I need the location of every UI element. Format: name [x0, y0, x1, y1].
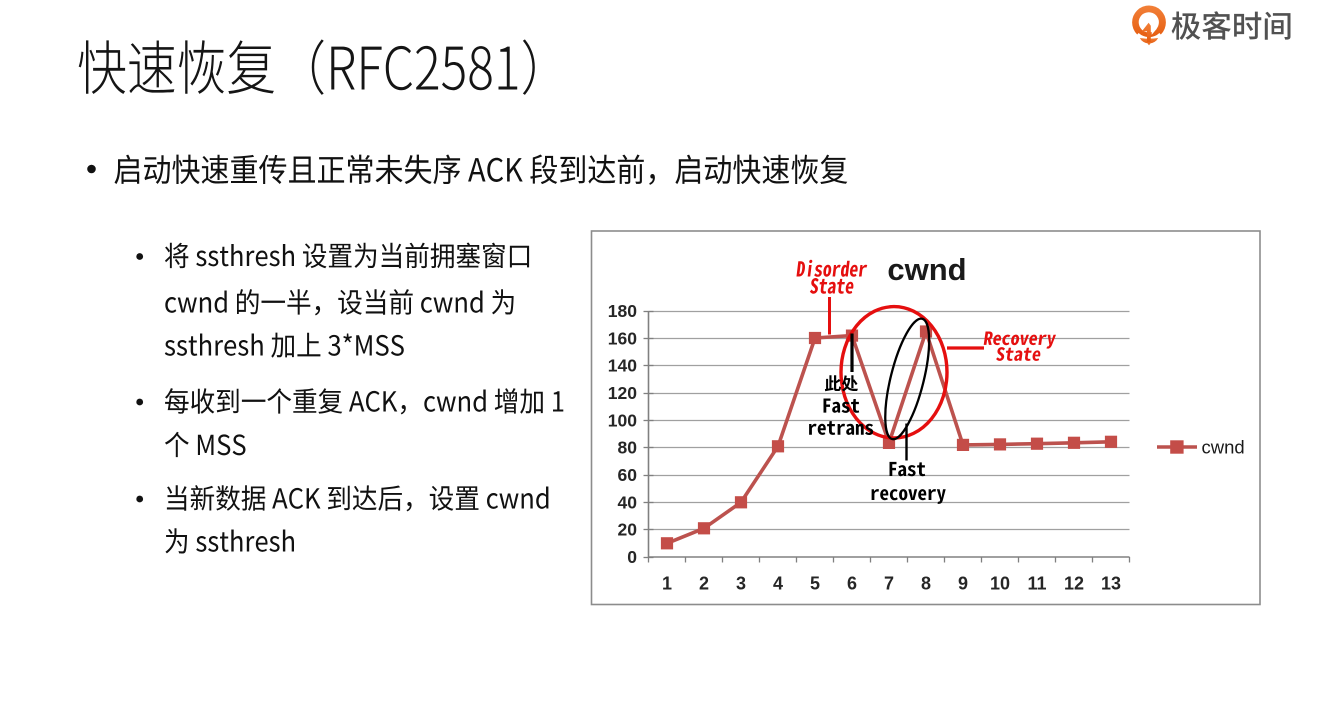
svg-text:12: 12 [1064, 574, 1084, 594]
svg-text:11: 11 [1027, 574, 1046, 594]
svg-text:80: 80 [618, 438, 638, 458]
svg-text:13: 13 [1101, 574, 1121, 594]
svg-text:4: 4 [773, 574, 783, 594]
svg-text:9: 9 [958, 574, 968, 594]
svg-text:160: 160 [608, 328, 637, 348]
svg-text:2: 2 [699, 574, 709, 594]
svg-text:5: 5 [810, 574, 820, 594]
svg-text:6: 6 [847, 574, 857, 594]
svg-text:180: 180 [608, 301, 637, 321]
svg-text:cwnd: cwnd [1202, 437, 1245, 458]
svg-text:60: 60 [618, 465, 638, 485]
svg-text:3: 3 [736, 574, 746, 594]
svg-text:1: 1 [662, 574, 672, 594]
svg-text:0: 0 [627, 547, 637, 567]
svg-text:100: 100 [608, 410, 637, 430]
svg-text:7: 7 [884, 574, 894, 594]
svg-text:120: 120 [608, 383, 637, 403]
svg-text:140: 140 [608, 356, 637, 376]
svg-text:20: 20 [618, 520, 638, 540]
svg-text:40: 40 [618, 492, 638, 512]
svg-text:cwnd: cwnd [887, 252, 966, 287]
svg-text:10: 10 [990, 574, 1010, 594]
svg-text:8: 8 [921, 574, 931, 594]
